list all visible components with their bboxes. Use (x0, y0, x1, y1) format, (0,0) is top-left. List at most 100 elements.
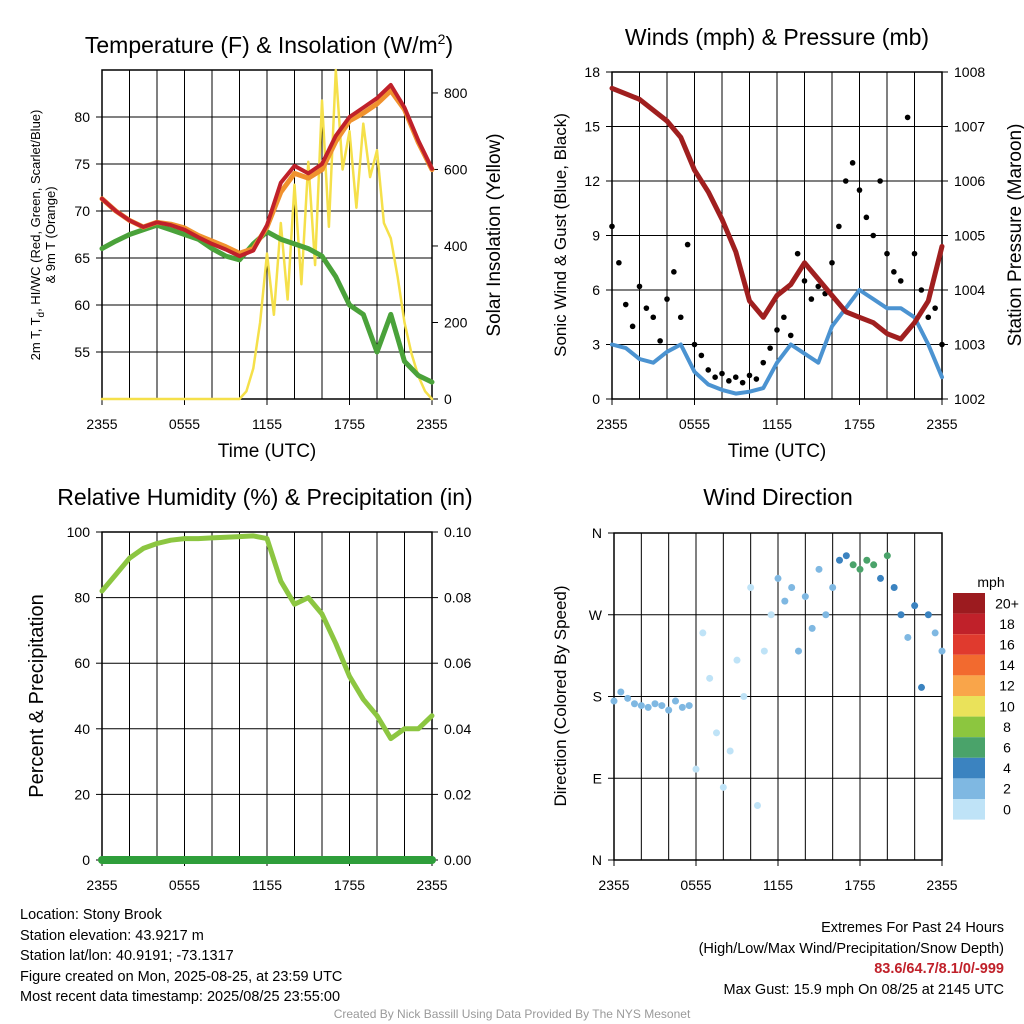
y-tick-label: 3 (592, 337, 600, 353)
x-tick-label: 1155 (763, 877, 793, 893)
legend-label: 2 (1003, 781, 1011, 797)
elevation-text: Station elevation: 43.9217 m (20, 927, 204, 944)
x-tick-label: 1755 (334, 877, 365, 893)
direction-point (870, 561, 878, 569)
y-tick-label-right: 0.04 (444, 721, 471, 737)
gust-point (863, 214, 870, 221)
x-tick-label: 2355 (86, 416, 117, 432)
direction-point (767, 611, 775, 619)
y-tick-label-right: 200 (444, 314, 468, 330)
y-axis-label: 2m T, Td, HI/WC (Red, Green, Scarlet/Blu… (28, 110, 47, 361)
y-axis-label: Sonic Wind & Gust (Blue, Black) (551, 113, 570, 357)
y-tick-label-right: 0.10 (444, 524, 471, 540)
gust-point (911, 250, 918, 257)
gust-point (925, 314, 932, 321)
legend-swatch (953, 799, 985, 820)
x-axis-label: Time (UTC) (728, 441, 827, 462)
y-tick-label: 100 (67, 524, 91, 540)
y-tick-label: 80 (74, 590, 90, 606)
direction-point (938, 647, 946, 655)
chart-title: Wind Direction (703, 484, 853, 510)
direction-point (637, 702, 645, 710)
humidity-panel: 2355 0555 1155 1755 2355 0 20 40 60 80 100 0.00 0.02… (26, 484, 473, 893)
gust-point (650, 314, 657, 321)
legend-label: 14 (999, 657, 1015, 673)
y-tick-label: 20 (74, 786, 90, 802)
direction-point (692, 765, 700, 773)
direction-point (836, 556, 843, 564)
legend-label: 16 (999, 637, 1015, 653)
chart-title: Relative Humidity (%) & Precipitation (i… (57, 484, 472, 510)
gust-point (870, 232, 877, 239)
temperature-panel: 2355 0555 1155 1755 235555606570758002004006… (28, 31, 505, 462)
gust-point (829, 259, 835, 266)
gust-point (774, 327, 780, 333)
x-tick-label: 0555 (679, 416, 710, 432)
gust-point (787, 332, 794, 339)
gust-point (746, 372, 753, 379)
legend-swatch (953, 716, 985, 738)
gust-point (609, 223, 615, 230)
y-tick-label: N (592, 852, 602, 868)
x-tick-label: 2355 (596, 416, 627, 432)
location-text: Location: Stony Brook (20, 907, 162, 923)
y-tick-label-right: 0 (444, 391, 452, 407)
gust-point (705, 367, 712, 373)
y-axis-label-line2: & 9m T (Orange) (43, 186, 58, 283)
gust-point (904, 114, 911, 121)
gust-point (877, 178, 883, 184)
x-tick-label: 1155 (252, 877, 282, 893)
wind-direction-panel: 2355 0555 1155 1755 2355 N E S W N Wind Direction D… (551, 484, 1019, 893)
direction-point (883, 552, 891, 560)
x-tick-label: 2355 (86, 877, 117, 893)
gust-point (760, 359, 767, 366)
series-station-pressure (609, 85, 945, 342)
y-label-rest: , HI/WC (Red, Green, Scarlet/Blue) (28, 110, 43, 312)
plot-frame (101, 69, 433, 400)
title-superscript: 2 (438, 31, 446, 47)
legend-label: 0 (1003, 801, 1011, 817)
legend-swatch (953, 634, 985, 655)
direction-point (856, 565, 864, 573)
gust-point (691, 341, 698, 348)
legend-label: 20+ (995, 595, 1019, 611)
y-tick-label: 15 (584, 119, 600, 135)
legend-swatch (953, 757, 985, 779)
direction-point (665, 706, 673, 714)
y-tick-label: N (592, 525, 602, 541)
x-tick-label: 1755 (334, 416, 365, 432)
gust-point (622, 301, 629, 308)
legend-label: 10 (999, 698, 1015, 714)
y-tick-label: 65 (74, 250, 90, 266)
direction-point (644, 703, 652, 711)
gust-point (939, 341, 945, 348)
extremes-values: 83.6/64.7/8.1/0/-999 (874, 961, 1004, 977)
series-temperature-2m (100, 83, 434, 259)
direction-point (713, 729, 720, 737)
direction-point (904, 633, 912, 641)
y-tick-label-right: 1004 (954, 282, 985, 298)
y-tick-label: 60 (74, 297, 90, 313)
gust-point (677, 314, 684, 321)
y-tick-label: 6 (592, 282, 600, 298)
series-solar-insolation (100, 68, 434, 401)
legend-label: 4 (1003, 760, 1011, 776)
title-close: ) (445, 32, 453, 58)
y-tick-label-right: 800 (444, 85, 468, 101)
legend-title: mph (977, 574, 1004, 590)
gust-point (836, 223, 842, 230)
chart-title: Winds (mph) & Pressure (mb) (625, 24, 929, 50)
direction-point (890, 584, 898, 591)
winds-panel: 2355 0555 1155 1755 2355 0 3 6 9 12 15 18 1002 1003 10… (551, 24, 1024, 462)
gust-point (815, 283, 822, 290)
direction-point (699, 629, 707, 637)
direction-point (788, 584, 796, 591)
y-axis-label-right: Solar Insolation (Yellow) (484, 133, 505, 336)
y-tick-label-right: 1005 (954, 228, 985, 244)
gust-point (671, 269, 677, 275)
created-text: Figure created on Mon, 2025-08-25, at 23… (20, 968, 343, 985)
legend-swatch (953, 696, 985, 717)
direction-point (719, 783, 727, 791)
legend-swatch (953, 654, 985, 676)
